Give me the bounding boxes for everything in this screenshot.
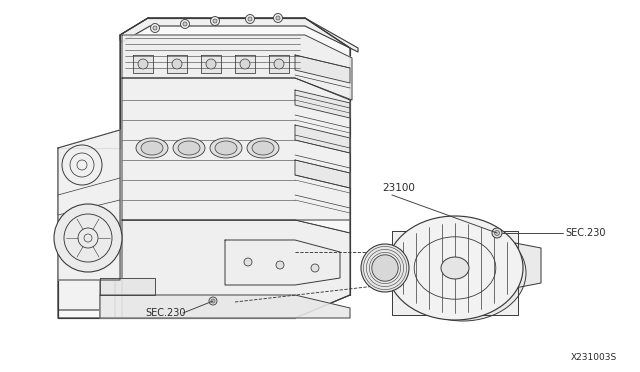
Ellipse shape: [141, 141, 163, 155]
Text: X231003S: X231003S: [571, 353, 617, 362]
Circle shape: [138, 59, 148, 69]
Polygon shape: [295, 125, 350, 153]
Polygon shape: [122, 78, 350, 220]
Text: 23100: 23100: [382, 183, 415, 193]
Polygon shape: [295, 160, 350, 188]
Circle shape: [172, 59, 182, 69]
Text: SEC.230: SEC.230: [145, 308, 186, 318]
Circle shape: [273, 13, 282, 22]
Ellipse shape: [136, 138, 168, 158]
Polygon shape: [235, 55, 255, 73]
Polygon shape: [225, 240, 340, 285]
Polygon shape: [58, 18, 350, 318]
Ellipse shape: [387, 216, 523, 320]
Ellipse shape: [247, 138, 279, 158]
Ellipse shape: [215, 141, 237, 155]
Ellipse shape: [252, 141, 274, 155]
Polygon shape: [100, 295, 350, 318]
Circle shape: [213, 19, 217, 23]
Circle shape: [244, 258, 252, 266]
Circle shape: [206, 59, 216, 69]
Circle shape: [211, 16, 220, 26]
Circle shape: [495, 231, 499, 235]
Circle shape: [248, 17, 252, 21]
Polygon shape: [133, 55, 153, 73]
Circle shape: [180, 19, 189, 29]
Polygon shape: [515, 243, 541, 288]
Polygon shape: [100, 278, 155, 295]
Ellipse shape: [173, 138, 205, 158]
Polygon shape: [167, 55, 187, 73]
Ellipse shape: [441, 257, 469, 279]
Circle shape: [150, 23, 159, 32]
Circle shape: [274, 59, 284, 69]
Polygon shape: [122, 35, 352, 100]
Circle shape: [153, 26, 157, 30]
Polygon shape: [120, 18, 358, 52]
Circle shape: [311, 264, 319, 272]
Ellipse shape: [400, 225, 526, 321]
Circle shape: [246, 15, 255, 23]
Ellipse shape: [178, 141, 200, 155]
Polygon shape: [295, 55, 350, 83]
Polygon shape: [58, 130, 120, 310]
Ellipse shape: [210, 138, 242, 158]
Text: SEC.230: SEC.230: [565, 228, 605, 238]
Polygon shape: [58, 130, 120, 280]
Polygon shape: [201, 55, 221, 73]
Circle shape: [372, 255, 398, 281]
Circle shape: [492, 228, 502, 238]
Circle shape: [183, 22, 187, 26]
Polygon shape: [122, 220, 350, 318]
Circle shape: [276, 16, 280, 20]
Circle shape: [209, 297, 217, 305]
Polygon shape: [269, 55, 289, 73]
Circle shape: [211, 299, 215, 303]
Circle shape: [240, 59, 250, 69]
Polygon shape: [295, 90, 350, 118]
Circle shape: [361, 244, 409, 292]
Circle shape: [276, 261, 284, 269]
Polygon shape: [392, 231, 518, 315]
Circle shape: [54, 204, 122, 272]
